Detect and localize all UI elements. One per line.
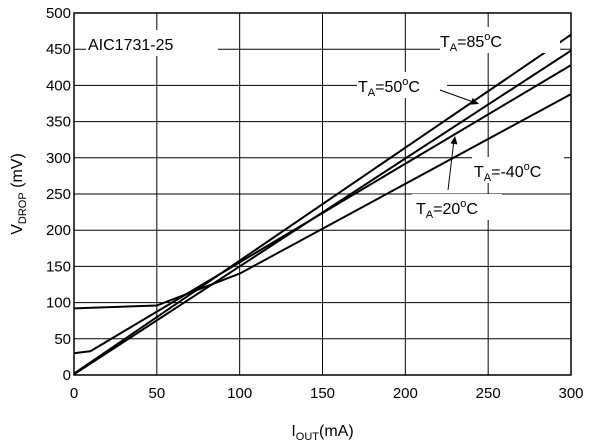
plot-frame (73, 12, 572, 376)
y-tick-label: 500 (46, 5, 71, 22)
series-label: TA=85oC (440, 31, 502, 54)
x-tick-label: 150 (310, 385, 335, 402)
series-line (73, 93, 572, 310)
x-tick-label: 250 (476, 385, 501, 402)
y-tick-label: 150 (46, 258, 71, 275)
series-label: TA=50oC (358, 76, 420, 99)
label-background (472, 157, 564, 183)
x-tick-label: 300 (558, 385, 583, 402)
series-lines (73, 33, 572, 376)
y-tick-label: 100 (46, 295, 71, 312)
y-tick-label: 200 (46, 222, 71, 239)
x-tick-label: 0 (70, 385, 78, 402)
arrow-20c (447, 139, 455, 191)
arrow-50c (439, 89, 477, 104)
arrow-50c-head (470, 98, 479, 105)
arrow-20c-head (450, 136, 458, 145)
y-tick-label: 350 (46, 114, 71, 131)
label-background (440, 27, 560, 53)
series-label: TA=-40oC (474, 161, 541, 184)
y-tick-label: 450 (46, 41, 71, 58)
series-line (73, 33, 572, 375)
chart-title: AIC1731-25 (88, 37, 173, 54)
x-tick-label: 200 (393, 385, 418, 402)
annotations: TA=85oC TA=50oC TA=20oC TA=-40oC (86, 27, 564, 221)
y-tick-label: 0 (63, 367, 71, 384)
y-tick-label: 250 (46, 186, 71, 203)
y-tick-label: 50 (54, 331, 71, 348)
x-tick-label: 100 (227, 385, 252, 402)
label-background (86, 30, 218, 56)
label-background (357, 72, 447, 98)
y-tick-label: 300 (46, 150, 71, 167)
x-tick-label: 50 (148, 385, 165, 402)
label-background (412, 194, 502, 220)
tick-labels: 0 50 100 150 200 250 300 0 50 100 150 200 250 300 350 4… (46, 5, 584, 402)
y-axis-label: VDROP (mV) (9, 153, 29, 235)
series-line (73, 64, 572, 355)
series-label: TA=20oC (416, 198, 478, 221)
x-axis-label: IOUT(mA) (291, 423, 353, 443)
y-tick-label: 400 (46, 77, 71, 94)
